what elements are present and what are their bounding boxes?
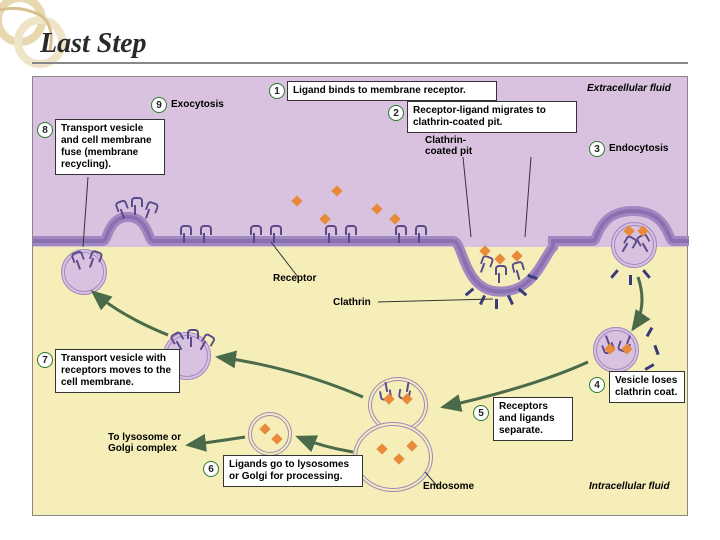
- step5-label: Receptors and ligands separate.: [493, 397, 573, 441]
- step-number-2: 2: [388, 105, 404, 121]
- step-number-9: 9: [151, 97, 167, 113]
- intracellular-label: Intracellular fluid: [589, 481, 670, 492]
- step-number-8: 8: [37, 122, 53, 138]
- step-number-6: 6: [203, 461, 219, 477]
- step8-label: Transport vesicle and cell membrane fuse…: [55, 119, 165, 175]
- slide-title: Last Step: [40, 28, 147, 60]
- step2-label: Receptor-ligand migrates to clathrin-coa…: [407, 101, 577, 133]
- step-number-5: 5: [473, 405, 489, 421]
- extracellular-label: Extracellular fluid: [587, 83, 671, 94]
- step6-label: Ligands go to lysosomes or Golgi for pro…: [223, 455, 363, 487]
- endosome-label: Endosome: [423, 481, 474, 492]
- step-number-4: 4: [589, 377, 605, 393]
- step-number-3: 3: [589, 141, 605, 157]
- step1-label: Ligand binds to membrane receptor.: [287, 81, 497, 101]
- step3-label: Endocytosis: [609, 143, 668, 154]
- endocytosis-diagram: 1 2 3 4 5 6 7 8 9 Ligand binds to membra…: [32, 76, 688, 516]
- receptor-label: Receptor: [273, 273, 316, 284]
- step-number-1: 1: [269, 83, 285, 99]
- clathrin-label: Clathrin: [333, 297, 371, 308]
- clathrin-pit-label: Clathrin-coated pit: [425, 135, 495, 157]
- step9-label: Exocytosis: [171, 99, 224, 110]
- step4-label: Vesicle loses clathrin coat.: [609, 371, 685, 403]
- to-lysosome-label: To lysosome or Golgi complex: [108, 432, 198, 454]
- title-underline: [32, 62, 688, 64]
- step7-label: Transport vesicle with receptors moves t…: [55, 349, 180, 393]
- step-number-7: 7: [37, 352, 53, 368]
